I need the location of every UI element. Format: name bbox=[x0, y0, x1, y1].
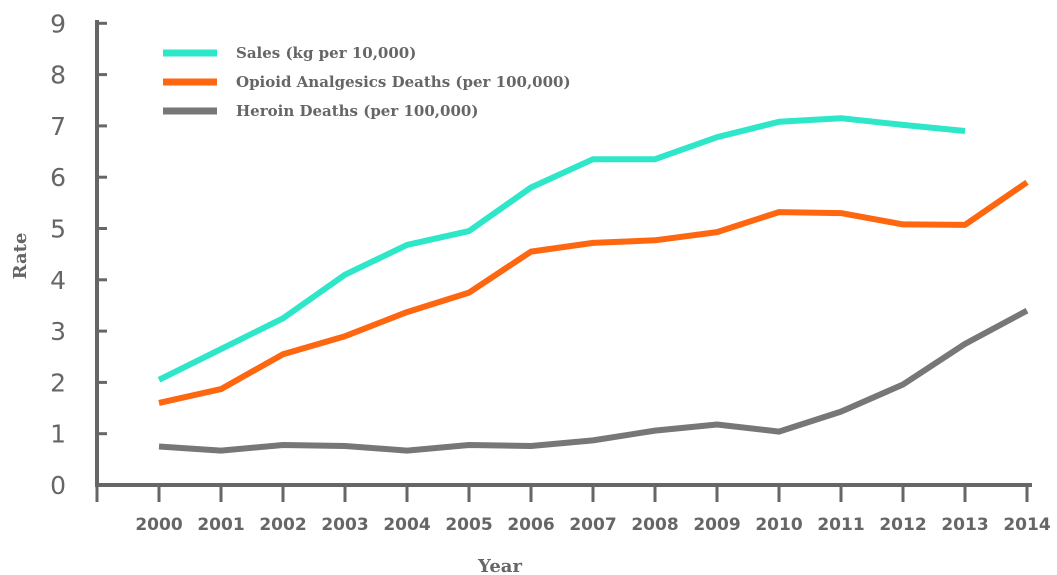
series-line-sales-kg-per-10-000 bbox=[157, 115, 966, 383]
data-point-opioid-analgesics-deaths-per-100-000-2002 bbox=[280, 351, 286, 357]
data-point-heroin-deaths-per-100-000-2011 bbox=[838, 409, 844, 415]
series-line-heroin-deaths-per-100-000 bbox=[158, 307, 1029, 454]
y-tick-label-1: 1 bbox=[50, 420, 66, 449]
legend-label-2: Opioid Analgesics Deaths (per 100,000) bbox=[236, 73, 571, 91]
data-point-sales-kg-per-10-000-2004 bbox=[404, 242, 410, 248]
data-point-sales-kg-per-10-000-2011 bbox=[838, 115, 844, 121]
y-axis-title: Rate bbox=[10, 233, 31, 280]
data-point-sales-kg-per-10-000-2005 bbox=[466, 228, 472, 234]
x-tick-label-2009: 2009 bbox=[693, 515, 740, 535]
x-tick-label-2014: 2014 bbox=[1003, 515, 1050, 535]
data-point-heroin-deaths-per-100-000-2014 bbox=[1024, 308, 1030, 314]
data-point-sales-kg-per-10-000-2008 bbox=[652, 156, 658, 162]
y-tick-label-7: 7 bbox=[50, 112, 66, 141]
axes: 0 1 2 3 4 5 6 7 8 9 2000 2001 2002 2003 2004 2005 2006 20… bbox=[50, 9, 1051, 535]
data-point-heroin-deaths-per-100-000-2001 bbox=[218, 448, 224, 454]
data-point-opioid-analgesics-deaths-per-100-000-2010 bbox=[776, 209, 782, 215]
data-point-heroin-deaths-per-100-000-2004 bbox=[404, 448, 410, 454]
data-point-sales-kg-per-10-000-2012 bbox=[900, 122, 906, 128]
data-point-heroin-deaths-per-100-000-2007 bbox=[590, 437, 596, 443]
data-point-sales-kg-per-10-000-2003 bbox=[342, 272, 348, 278]
x-tick-label-2011: 2011 bbox=[817, 515, 864, 535]
x-tick-label-2007: 2007 bbox=[569, 515, 616, 535]
x-tick-label-2002: 2002 bbox=[259, 515, 306, 535]
data-point-opioid-analgesics-deaths-per-100-000-2005 bbox=[466, 290, 472, 296]
data-point-sales-kg-per-10-000-2013 bbox=[962, 128, 968, 134]
x-tick-label-2010: 2010 bbox=[755, 515, 802, 535]
data-point-sales-kg-per-10-000-2007 bbox=[590, 156, 596, 162]
data-point-opioid-analgesics-deaths-per-100-000-2012 bbox=[900, 221, 906, 227]
series-lines bbox=[156, 115, 1030, 454]
y-tick-label-0: 0 bbox=[50, 471, 66, 500]
data-point-heroin-deaths-per-100-000-2002 bbox=[280, 442, 286, 448]
data-point-opioid-analgesics-deaths-per-100-000-2004 bbox=[404, 309, 410, 315]
data-point-sales-kg-per-10-000-2002 bbox=[280, 315, 286, 321]
y-tick-label-9: 9 bbox=[50, 9, 66, 38]
data-point-sales-kg-per-10-000-2009 bbox=[714, 134, 720, 140]
data-point-heroin-deaths-per-100-000-2000 bbox=[156, 444, 162, 450]
y-tick-label-4: 4 bbox=[50, 266, 66, 295]
data-point-opioid-analgesics-deaths-per-100-000-2011 bbox=[838, 210, 844, 216]
legend-label-1: Sales (kg per 10,000) bbox=[236, 44, 416, 62]
legend-label-3: Heroin Deaths (per 100,000) bbox=[236, 102, 478, 120]
data-point-opioid-analgesics-deaths-per-100-000-2013 bbox=[962, 222, 968, 228]
y-tick-label-3: 3 bbox=[50, 317, 66, 346]
data-point-opioid-analgesics-deaths-per-100-000-2001 bbox=[218, 386, 224, 392]
x-tick-label-2001: 2001 bbox=[197, 515, 244, 535]
data-point-heroin-deaths-per-100-000-2010 bbox=[776, 429, 782, 435]
y-tick-label-8: 8 bbox=[50, 61, 66, 90]
x-tick-label-2008: 2008 bbox=[631, 515, 678, 535]
x-tick-label-2004: 2004 bbox=[383, 515, 430, 535]
series-line-opioid-analgesics-deaths-per-100-000 bbox=[158, 179, 1029, 406]
data-point-heroin-deaths-per-100-000-2012 bbox=[900, 381, 906, 387]
y-tick-label-2: 2 bbox=[50, 368, 66, 397]
x-tick-label-2012: 2012 bbox=[879, 515, 926, 535]
legend: Sales (kg per 10,000) Opioid Analgesics D… bbox=[163, 44, 571, 120]
y-tick-label-6: 6 bbox=[50, 163, 66, 192]
x-tick-label-2013: 2013 bbox=[941, 515, 988, 535]
data-point-sales-kg-per-10-000-2000 bbox=[156, 377, 162, 383]
data-point-opioid-analgesics-deaths-per-100-000-2007 bbox=[590, 240, 596, 246]
data-point-opioid-analgesics-deaths-per-100-000-2006 bbox=[528, 249, 534, 255]
data-point-opioid-analgesics-deaths-per-100-000-2008 bbox=[652, 237, 658, 243]
data-point-opioid-analgesics-deaths-per-100-000-2009 bbox=[714, 229, 720, 235]
data-point-opioid-analgesics-deaths-per-100-000-2000 bbox=[156, 400, 162, 406]
x-tick-label-2005: 2005 bbox=[445, 515, 492, 535]
data-point-sales-kg-per-10-000-2010 bbox=[776, 119, 782, 125]
data-point-heroin-deaths-per-100-000-2003 bbox=[342, 443, 348, 449]
data-point-heroin-deaths-per-100-000-2006 bbox=[528, 443, 534, 449]
data-point-heroin-deaths-per-100-000-2009 bbox=[714, 421, 720, 427]
y-tick-label-5: 5 bbox=[50, 215, 66, 244]
data-point-opioid-analgesics-deaths-per-100-000-2003 bbox=[342, 333, 348, 339]
data-point-heroin-deaths-per-100-000-2005 bbox=[466, 442, 472, 448]
data-point-opioid-analgesics-deaths-per-100-000-2014 bbox=[1024, 179, 1030, 185]
data-point-sales-kg-per-10-000-2001 bbox=[218, 346, 224, 352]
x-tick-label-2000: 2000 bbox=[135, 515, 182, 535]
x-axis-title: Year bbox=[477, 556, 522, 575]
data-point-sales-kg-per-10-000-2006 bbox=[528, 184, 534, 190]
data-point-heroin-deaths-per-100-000-2013 bbox=[962, 341, 968, 347]
data-point-heroin-deaths-per-100-000-2008 bbox=[652, 428, 658, 434]
x-tick-label-2006: 2006 bbox=[507, 515, 554, 535]
x-tick-label-2003: 2003 bbox=[321, 515, 368, 535]
